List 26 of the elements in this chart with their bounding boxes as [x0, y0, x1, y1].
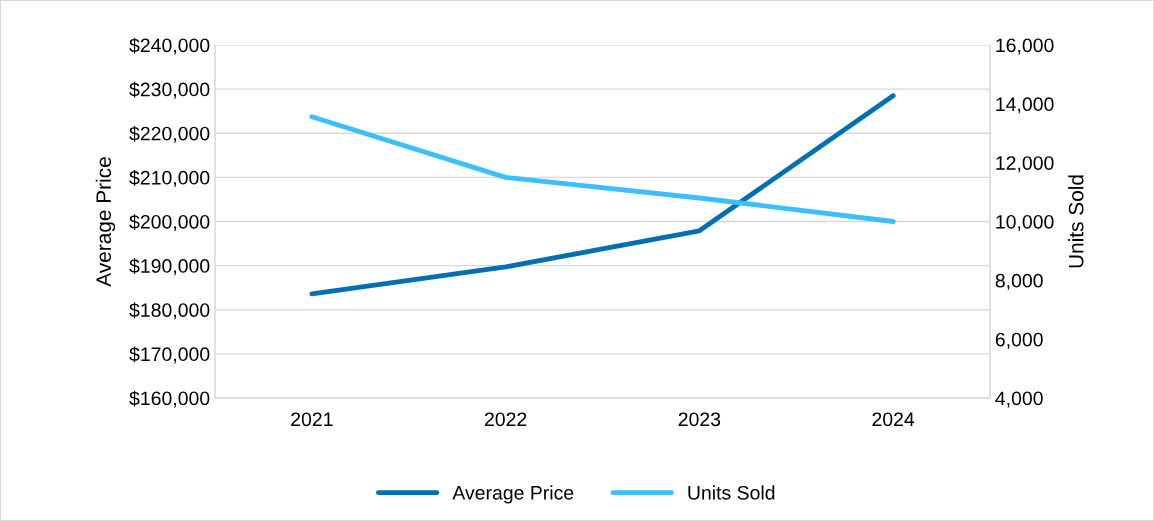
y-tick-label: $210,000 — [129, 170, 210, 187]
line-series — [309, 114, 896, 224]
y2-tick-label: 16,000 — [996, 38, 1054, 55]
x-tick-label: 2024 — [872, 412, 915, 427]
y2-axis-title: Units Sold — [1068, 175, 1084, 268]
y-tick-label: $160,000 — [129, 390, 210, 408]
x-tick-label: 2021 — [291, 412, 333, 427]
y2-tick-label: 6,000 — [995, 332, 1043, 349]
y-axis-title: Average Price — [95, 157, 116, 287]
legend-label: Average Price — [452, 485, 574, 504]
y-tick-label: $170,000 — [129, 346, 210, 364]
x-tick-label: 2022 — [484, 412, 527, 427]
x-tick-label: 2023 — [678, 412, 721, 427]
line-series — [309, 93, 896, 297]
legend-label: Units Sold — [688, 485, 775, 500]
y-tick-label: $230,000 — [129, 81, 210, 99]
y-tick-label: $240,000 — [129, 37, 210, 55]
y-tick-label: $220,000 — [129, 125, 210, 143]
y-tick-label: $190,000 — [129, 258, 210, 276]
y-tick-label: $200,000 — [129, 214, 210, 232]
y2-tick-label: 4,000 — [995, 391, 1043, 408]
y2-tick-label: 10,000 — [996, 214, 1054, 232]
y2-tick-label: 8,000 — [995, 273, 1043, 290]
y-tick-label: $180,000 — [129, 302, 210, 320]
y2-tick-label: 14,000 — [996, 97, 1054, 114]
y2-tick-label: 12,000 — [996, 156, 1054, 173]
